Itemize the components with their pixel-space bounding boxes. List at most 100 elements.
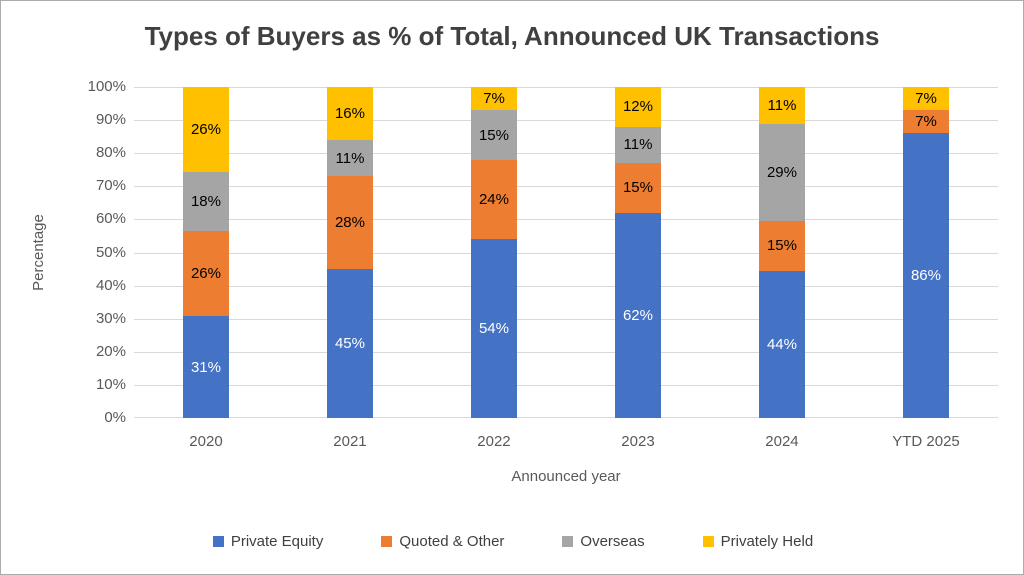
x-axis-tick-labels: 2020 2021 2022 2023 2024 YTD 2025 — [134, 432, 998, 452]
y-tick-label-100: 100% — [87, 78, 126, 95]
data-label-quoted-other-ytd-2025: 7% — [915, 113, 937, 131]
data-label-privately-held-2023: 12% — [622, 98, 653, 116]
segment-private-equity-2023: 62% — [614, 212, 661, 418]
segment-privately-held-2023: 12% — [614, 87, 661, 127]
data-label-quoted-other-2023: 15% — [622, 179, 653, 197]
y-tick-label-10: 10% — [95, 375, 126, 393]
data-label-quoted-other-2021: 28% — [334, 214, 365, 232]
data-label-overseas-2024: 29% — [766, 163, 797, 181]
gridline — [134, 186, 998, 188]
segment-overseas-2023: 11% — [614, 126, 661, 164]
bars-container: 31% 26% 18% 26% 45% 28% 11% 16% 54% 24% 15% 7% 62% 15… — [134, 87, 998, 418]
bar-slot-2021: 45% 28% 11% 16% — [278, 87, 422, 418]
legend-item-private-equity: Private Equity — [212, 533, 324, 550]
stacked-bar-ytd-2025: 86% 7% 7% — [902, 87, 949, 418]
x-axis-title: Announced year — [511, 468, 621, 485]
x-tick-label-2023: 2023 — [621, 433, 655, 450]
segment-quoted-other-2023: 15% — [614, 163, 661, 213]
data-label-privately-held-ytd-2025: 7% — [915, 90, 937, 108]
segment-quoted-other-2022: 24% — [470, 159, 517, 240]
segment-overseas-2022: 15% — [470, 110, 517, 160]
segment-privately-held-ytd-2025: 7% — [902, 87, 949, 111]
x-tick-label-2020: 2020 — [189, 433, 223, 450]
x-tick-label-2022: 2022 — [477, 433, 511, 450]
y-axis-tick-labels: 0% 10% 20% 30% 40% 50% 60% 70% 80% 90% 100% — [1, 78, 126, 426]
data-label-overseas-2020: 18% — [190, 193, 221, 211]
segment-privately-held-2020: 26% — [182, 87, 229, 173]
segment-quoted-other-2020: 26% — [182, 231, 229, 317]
legend-label-private-equity: Private Equity — [230, 533, 324, 550]
gridline — [134, 318, 998, 320]
data-label-private-equity-2024: 44% — [766, 335, 797, 353]
y-tick-label-90: 90% — [95, 111, 126, 129]
gridline — [134, 87, 998, 88]
data-label-overseas-2021: 11% — [335, 149, 365, 167]
y-tick-label-80: 80% — [95, 144, 126, 162]
segment-overseas-2020: 18% — [182, 172, 229, 232]
data-label-overseas-2022: 15% — [478, 126, 509, 144]
segment-privately-held-2022: 7% — [470, 87, 517, 111]
stacked-bar-2021: 45% 28% 11% 16% — [326, 87, 373, 418]
gridline — [134, 153, 998, 155]
legend-item-quoted-other: Quoted & Other — [381, 533, 504, 550]
data-label-quoted-other-2020: 26% — [190, 265, 221, 283]
x-axis-line — [134, 417, 998, 418]
bar-slot-2024: 44% 15% 29% 11% — [710, 87, 854, 418]
gridline — [134, 120, 998, 122]
stacked-bar-2023: 62% 15% 11% 12% — [614, 87, 661, 418]
data-label-private-equity-ytd-2025: 86% — [910, 267, 941, 285]
segment-private-equity-2022: 54% — [470, 239, 517, 418]
legend-item-overseas: Overseas — [562, 533, 645, 550]
y-tick-label-40: 40% — [95, 276, 126, 294]
segment-private-equity-2020: 31% — [182, 316, 229, 418]
chart-title: Types of Buyers as % of Total, Announced… — [144, 21, 880, 51]
gridline — [134, 219, 998, 221]
data-label-private-equity-2023: 62% — [622, 306, 653, 324]
data-label-quoted-other-2024: 15% — [766, 237, 797, 255]
gridline — [134, 384, 998, 386]
x-tick-label-2021: 2021 — [333, 433, 367, 450]
gridline — [134, 252, 998, 254]
y-tick-label-70: 70% — [95, 177, 126, 195]
legend-swatch-icon-private-equity — [212, 536, 224, 547]
segment-private-equity-ytd-2025: 86% — [902, 133, 949, 418]
stacked-bar-2022: 54% 24% 15% 7% — [470, 87, 517, 418]
data-label-privately-held-2022: 7% — [483, 90, 505, 108]
data-label-private-equity-2022: 54% — [478, 320, 509, 338]
legend-label-overseas: Overseas — [580, 533, 645, 550]
legend-label-quoted-other: Quoted & Other — [399, 533, 505, 550]
segment-quoted-other-2024: 15% — [758, 220, 805, 271]
segment-quoted-other-ytd-2025: 7% — [902, 110, 949, 134]
y-tick-label-0: 0% — [104, 409, 126, 426]
data-label-quoted-other-2022: 24% — [478, 191, 509, 209]
chart-legend: Private Equity Quoted & Other Overseas Priv… — [1, 533, 1024, 550]
legend-swatch-icon-quoted-other — [381, 536, 393, 547]
segment-private-equity-2024: 44% — [758, 270, 805, 418]
segment-quoted-other-2021: 28% — [326, 176, 373, 270]
segment-privately-held-2024: 11% — [758, 87, 805, 124]
gridline — [134, 285, 998, 287]
legend-item-privately-held: Privately Held — [702, 533, 814, 550]
data-label-private-equity-2021: 45% — [334, 335, 365, 353]
bar-slot-2023: 62% 15% 11% 12% — [566, 87, 710, 418]
data-label-private-equity-2020: 31% — [190, 358, 221, 376]
segment-privately-held-2021: 16% — [326, 87, 373, 140]
data-label-overseas-2023: 11% — [623, 136, 653, 154]
stacked-bar-2024: 44% 15% 29% 11% — [758, 87, 805, 418]
y-tick-label-20: 20% — [95, 342, 126, 360]
segment-private-equity-2021: 45% — [326, 269, 373, 418]
stacked-bar-2020: 31% 26% 18% 26% — [182, 87, 229, 418]
legend-label-privately-held: Privately Held — [720, 533, 814, 550]
y-tick-label-30: 30% — [95, 309, 126, 327]
y-tick-label-60: 60% — [95, 210, 126, 228]
plot-area: 31% 26% 18% 26% 45% 28% 11% 16% 54% 24% 15% 7% 62% 15… — [134, 87, 998, 418]
gridline — [134, 351, 998, 353]
data-label-privately-held-2021: 16% — [334, 105, 365, 122]
y-tick-label-50: 50% — [95, 243, 126, 261]
bar-slot-ytd-2025: 86% 7% 7% — [854, 87, 998, 418]
bar-slot-2022: 54% 24% 15% 7% — [422, 87, 566, 418]
legend-swatch-icon-privately-held — [702, 536, 714, 547]
segment-overseas-2021: 11% — [326, 139, 373, 177]
x-tick-label-2024: 2024 — [765, 433, 799, 450]
